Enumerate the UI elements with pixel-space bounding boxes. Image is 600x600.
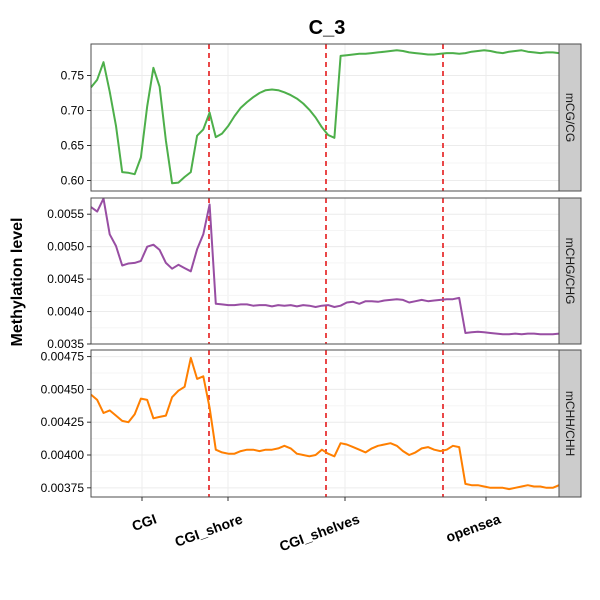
- x-tick-label: CGI_shelves: [277, 510, 362, 554]
- y-tick-label: 0.65: [61, 139, 85, 153]
- y-tick-label: 0.00475: [41, 350, 85, 364]
- y-tick-label: 0.0045: [47, 272, 84, 286]
- strip-background: [558, 197, 582, 345]
- x-tick-label: CGI: [130, 511, 159, 535]
- y-tick-label: 0.00425: [41, 415, 85, 429]
- series-line-1: [90, 197, 560, 336]
- y-tick-label: 0.0050: [47, 240, 84, 254]
- series-line-0: [90, 49, 560, 185]
- y-tick-label: 0.00400: [41, 448, 85, 462]
- panel-2: 0.00375 0.00400 0.00425 0.00450 0.00475 mCHH/…: [41, 349, 582, 498]
- panel-1: 0.0035 0.0040 0.0045 0.0050 0.0055 mCHG/CHG: [47, 197, 582, 351]
- y-tick-label: 0.0055: [47, 207, 84, 221]
- y-tick-label: 0.00450: [41, 382, 85, 396]
- x-tick-label: opensea: [444, 510, 503, 545]
- y-tick-label: 0.0035: [47, 337, 84, 351]
- y-tick-label: 0.70: [61, 104, 85, 118]
- strip-label: mCHG/CHG: [563, 238, 577, 305]
- chart-title: C_3: [309, 17, 346, 39]
- series-line-2: [90, 356, 560, 491]
- panel-0: 0.60 0.65 0.70 0.75 mCG/CG: [61, 43, 582, 192]
- y-tick-label: 0.60: [61, 174, 85, 188]
- strip-background: [558, 349, 582, 498]
- panel-background: [91, 198, 559, 344]
- y-tick-label: 0.0040: [47, 305, 84, 319]
- x-axis-tick-labels: CGI CGI_shore CGI_shelves opensea: [130, 497, 503, 554]
- panels-layer: 0.60 0.65 0.70 0.75 mCG/CG 0.0035 0.0040 0.0045…: [41, 43, 582, 498]
- strip-label: mCG/CG: [563, 93, 577, 142]
- strip-background: [558, 43, 582, 192]
- y-tick-label: 0.75: [61, 69, 85, 83]
- y-tick-label: 0.00375: [41, 481, 85, 495]
- panel-background: [91, 350, 559, 497]
- y-axis-label: Methylation level: [9, 218, 26, 347]
- strip-label: mCHH/CHH: [563, 391, 577, 456]
- x-tick-label: CGI_shore: [173, 510, 245, 549]
- panel-background: [91, 44, 559, 191]
